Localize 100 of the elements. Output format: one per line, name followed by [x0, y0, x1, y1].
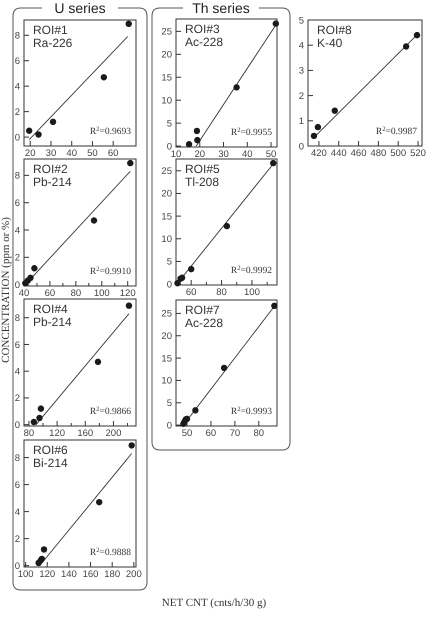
x-tick-label: 180	[104, 569, 120, 580]
y-tick-label: 8	[14, 313, 20, 324]
annotation: R$^{2}$=0.9987	[376, 126, 418, 137]
y-tick-label: 0	[166, 420, 172, 432]
x-tick-label: 200	[126, 569, 142, 580]
x-tick-label: 80	[70, 288, 82, 299]
annotation: ROI#8	[317, 23, 352, 37]
y-tick-label: 10	[161, 96, 172, 107]
x-axis-title: NET CNT (cnts/h/30 g)	[162, 597, 267, 609]
x-tick-label: 140	[60, 569, 77, 580]
y-tick-label: 4	[14, 81, 20, 92]
annotation: Tl-208	[185, 175, 220, 189]
x-tick-label: 60	[206, 428, 216, 439]
y-tick-label: 20	[161, 331, 172, 342]
annotation: Bi-214	[33, 456, 68, 470]
y-tick-label: 6	[14, 480, 20, 491]
x-tick-label: 120	[39, 569, 56, 580]
x-tick-label: 120	[120, 288, 136, 299]
y-tick-label: 10	[161, 376, 172, 387]
y-tick-label: 20	[161, 188, 172, 200]
y-tick-label: 0	[14, 132, 20, 144]
annotation: ROI#4	[33, 302, 68, 316]
annotation: Pb-214	[33, 315, 72, 329]
annotation: R$^{2}$=0.9955	[230, 126, 272, 138]
annotation: R$^{2}$=0.9993	[230, 406, 272, 417]
y-tick-label: 8	[14, 452, 20, 464]
x-tick-label: 60	[44, 288, 56, 299]
y-tick-label: 0	[166, 141, 172, 152]
x-tick-label: 160	[82, 569, 98, 580]
annotation: Ac-228	[185, 35, 224, 49]
y-tick-label: 25	[161, 26, 172, 38]
x-tick-label: 520	[410, 148, 426, 159]
x-tick-label: 420	[310, 148, 327, 159]
x-tick-label: 120	[49, 428, 66, 439]
x-tick-label: 50	[182, 428, 192, 439]
annotation: ROI#2	[33, 162, 68, 176]
annotation: R$^{2}$=0.9888	[90, 546, 132, 558]
x-tick-label: 200	[106, 428, 122, 439]
x-tick-label: 80	[216, 287, 227, 298]
annotation: ROI#1	[33, 23, 68, 37]
annotation: K-40	[317, 36, 343, 50]
x-tick-label: 60	[108, 148, 118, 159]
chart-title: Th series	[192, 0, 250, 16]
y-tick-label: 4	[298, 40, 304, 52]
annotation: Ra-226	[33, 36, 73, 50]
y-tick-label: 5	[166, 398, 172, 410]
y-tick-label: 8	[14, 30, 20, 42]
y-tick-label: 5	[298, 15, 304, 26]
x-tick-label: 60	[186, 287, 196, 298]
y-tick-label: 0	[14, 280, 20, 291]
y-tick-label: 2	[14, 393, 20, 404]
y-tick-label: 5	[166, 118, 172, 130]
y-tick-label: 20	[161, 50, 172, 61]
y-tick-label: 15	[161, 211, 172, 222]
x-tick-label: 40	[242, 149, 253, 160]
y-tick-label: 5	[166, 256, 172, 268]
x-tick-label: 50	[87, 148, 98, 159]
annotation: Ac-228	[185, 316, 224, 330]
y-tick-label: 2	[14, 534, 20, 545]
annotation: Pb-214	[33, 175, 72, 189]
annotation: ROI#3	[185, 22, 220, 36]
x-tick-label: 30	[46, 148, 56, 159]
x-tick-label: 440	[330, 148, 347, 159]
annotation: ROI#7	[185, 303, 220, 317]
x-tick-label: 480	[370, 148, 386, 159]
x-tick-label: 460	[350, 148, 366, 159]
y-tick-label: 2	[14, 106, 20, 118]
x-tick-label: 80	[24, 428, 34, 439]
y-tick-label: 3	[298, 66, 304, 77]
annotation: R$^{2}$=0.9693	[90, 126, 132, 137]
y-tick-label: 0	[166, 279, 172, 290]
y-tick-label: 1	[298, 116, 304, 128]
y-tick-label: 0	[14, 420, 20, 431]
x-tick-label: 100	[94, 288, 110, 299]
annotation: R$^{2}$=0.9992	[230, 264, 272, 276]
chart-title: U series	[54, 0, 106, 16]
y-tick-label: 6	[14, 340, 20, 351]
y-tick-label: 25	[161, 166, 172, 178]
y-tick-label: 4	[14, 225, 20, 236]
annotation: R$^{2}$=0.9910	[90, 266, 132, 277]
y-tick-label: 15	[161, 353, 172, 364]
y-tick-label: 4	[14, 506, 20, 518]
y-tick-label: 2	[14, 252, 20, 264]
y-tick-label: 10	[161, 234, 172, 246]
x-tick-label: 70	[230, 428, 240, 439]
annotation: ROI#6	[33, 443, 68, 457]
x-tick-label: 500	[390, 148, 406, 159]
x-tick-label: 20	[24, 148, 36, 159]
x-tick-label: 50	[266, 149, 276, 160]
annotation: R$^{2}$=0.9866	[90, 406, 132, 417]
y-tick-label: 15	[161, 72, 172, 84]
x-tick-label: 40	[66, 148, 77, 159]
y-tick-label: 0	[14, 560, 20, 572]
x-tick-label: 30	[218, 149, 229, 160]
x-tick-label: 100	[18, 569, 34, 580]
y-tick-label: 8	[14, 170, 20, 182]
y-tick-label: 4	[14, 366, 20, 378]
y-axis-title: CONCENTRATION (ppm or %)	[0, 216, 12, 363]
y-tick-label: 6	[14, 56, 20, 68]
annotation: ROI#5	[185, 162, 220, 176]
